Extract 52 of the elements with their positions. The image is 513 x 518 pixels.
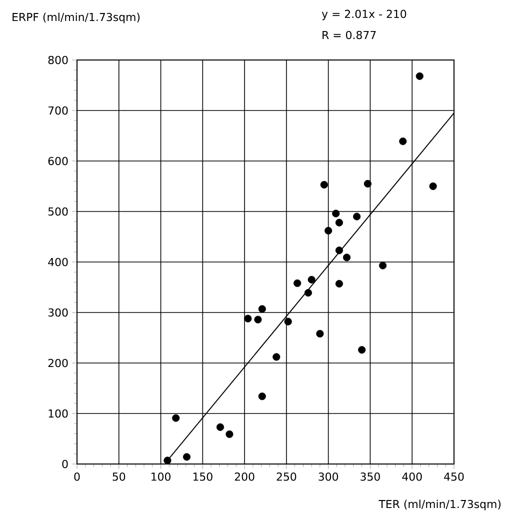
x-tick-label: 150 bbox=[193, 472, 212, 481]
x-tick-label: 400 bbox=[402, 472, 422, 481]
point bbox=[320, 180, 328, 189]
point bbox=[284, 318, 292, 326]
point bbox=[364, 180, 372, 188]
x-tick-label: 100 bbox=[152, 472, 170, 481]
point bbox=[172, 414, 180, 422]
text: y = 2.01x - 210 bbox=[322, 10, 406, 20]
x-tick-label: 200 bbox=[234, 472, 254, 481]
point bbox=[216, 423, 224, 431]
point bbox=[244, 314, 252, 322]
point bbox=[358, 346, 366, 354]
point bbox=[258, 392, 266, 400]
y-tick-label: 600 bbox=[48, 156, 68, 166]
x-tick-label: 50 bbox=[112, 472, 126, 481]
text: R = 0.877 bbox=[322, 30, 376, 40]
point bbox=[335, 218, 344, 226]
x-tick-label: 450 bbox=[444, 472, 464, 481]
x-tick-label: 250 bbox=[276, 472, 296, 481]
point bbox=[164, 456, 172, 464]
point bbox=[258, 305, 266, 313]
point bbox=[254, 316, 262, 324]
point bbox=[316, 330, 324, 338]
point bbox=[304, 289, 312, 297]
x-axis-title: TER (ml/min/1.73sqm) bbox=[378, 500, 501, 510]
point bbox=[272, 353, 280, 361]
point bbox=[335, 246, 344, 254]
y-tick-label: 800 bbox=[48, 56, 68, 64]
y-tick-label: 700 bbox=[48, 106, 68, 115]
point bbox=[294, 279, 302, 287]
point bbox=[353, 212, 361, 220]
point bbox=[429, 182, 437, 190]
point bbox=[332, 210, 340, 218]
y-tick-label: 400 bbox=[48, 258, 68, 266]
y-tick-label: 100 bbox=[48, 409, 68, 418]
point bbox=[335, 280, 344, 288]
point bbox=[399, 138, 407, 146]
point bbox=[379, 262, 387, 270]
point bbox=[182, 453, 191, 461]
y-axis-title: ERPF (ml/min/1.73sqm) bbox=[12, 12, 140, 24]
point bbox=[324, 226, 332, 234]
point bbox=[226, 430, 234, 438]
point bbox=[342, 254, 351, 262]
y-tick-label: 500 bbox=[48, 207, 68, 216]
y-tick-label: 0 bbox=[62, 460, 68, 468]
x-tick-label: 350 bbox=[360, 472, 380, 481]
y-tick-label: 300 bbox=[48, 308, 68, 317]
y-tick-label: 200 bbox=[48, 358, 68, 368]
x-tick-label: 300 bbox=[318, 472, 338, 481]
point bbox=[416, 72, 424, 80]
point bbox=[308, 276, 316, 284]
x-tick-label: 0 bbox=[74, 472, 80, 481]
